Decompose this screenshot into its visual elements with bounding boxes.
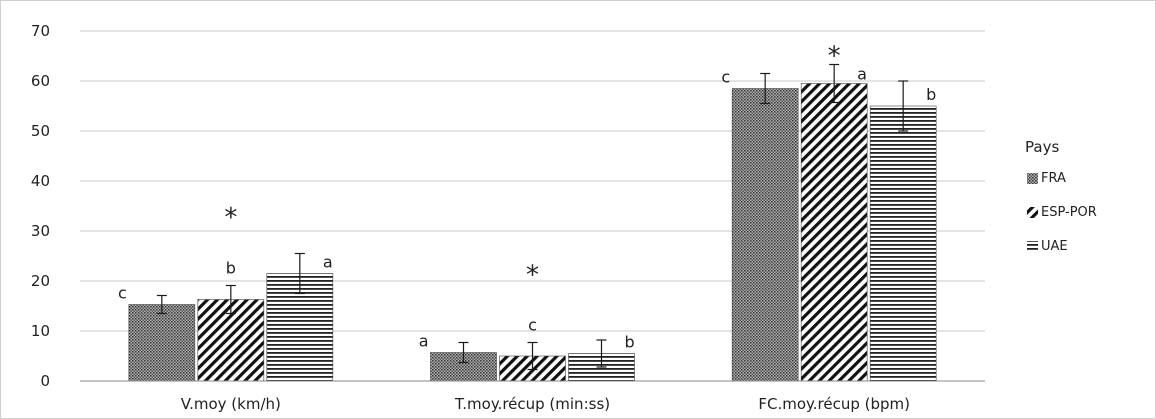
y-tick-label: 50 bbox=[31, 122, 50, 140]
significance-letter: c bbox=[721, 68, 730, 87]
y-tick-label: 60 bbox=[31, 72, 50, 90]
significance-letter: a bbox=[857, 65, 867, 84]
bar-fra-2 bbox=[731, 88, 799, 382]
error-bars bbox=[156, 63, 909, 371]
x-category-label: T.moy.récup (min:ss) bbox=[454, 395, 610, 413]
legend-label-fra: FRA bbox=[1041, 171, 1066, 186]
significance-letter: c bbox=[528, 316, 537, 335]
y-tick-label: 40 bbox=[31, 172, 50, 190]
y-tick-label: 0 bbox=[40, 372, 50, 390]
y-axis-ticks: 0 10 20 30 40 50 60 70 bbox=[31, 22, 50, 390]
significance-letter: a bbox=[323, 253, 333, 272]
significance-letter: b bbox=[625, 333, 635, 352]
x-category-label: FC.moy.récup (bpm) bbox=[758, 395, 910, 413]
legend-swatch-uae bbox=[1027, 241, 1038, 252]
legend-label-esp-por: ESP-POR bbox=[1041, 205, 1097, 220]
x-axis-labels: V.moy (km/h) T.moy.récup (min:ss) FC.moy.r… bbox=[181, 395, 910, 413]
significance-markers: * * * bbox=[224, 42, 840, 291]
y-tick-label: 70 bbox=[31, 22, 50, 40]
significance-star: * bbox=[526, 261, 539, 291]
significance-letters: c b a a c b c a b bbox=[118, 65, 936, 352]
legend-swatch-esp-por bbox=[1027, 207, 1038, 218]
legend-title: Pays bbox=[1025, 138, 1059, 156]
y-tick-label: 30 bbox=[31, 222, 50, 240]
bar-esp-por-2 bbox=[800, 83, 868, 382]
bar-fra-0 bbox=[128, 304, 196, 382]
legend-swatch-fra bbox=[1027, 173, 1038, 184]
y-tick-label: 10 bbox=[31, 322, 50, 340]
bar-uae-2 bbox=[869, 105, 937, 382]
significance-letter: c bbox=[118, 284, 127, 303]
significance-letter: a bbox=[419, 332, 429, 351]
legend: Pays FRA ESP-POR UAE bbox=[1025, 138, 1097, 254]
y-tick-label: 20 bbox=[31, 272, 50, 290]
significance-star: * bbox=[828, 42, 841, 72]
legend-label-uae: UAE bbox=[1041, 239, 1068, 254]
significance-star: * bbox=[224, 203, 237, 233]
significance-letter: b bbox=[926, 85, 936, 104]
x-category-label: V.moy (km/h) bbox=[181, 395, 281, 413]
significance-letter: b bbox=[226, 259, 236, 278]
